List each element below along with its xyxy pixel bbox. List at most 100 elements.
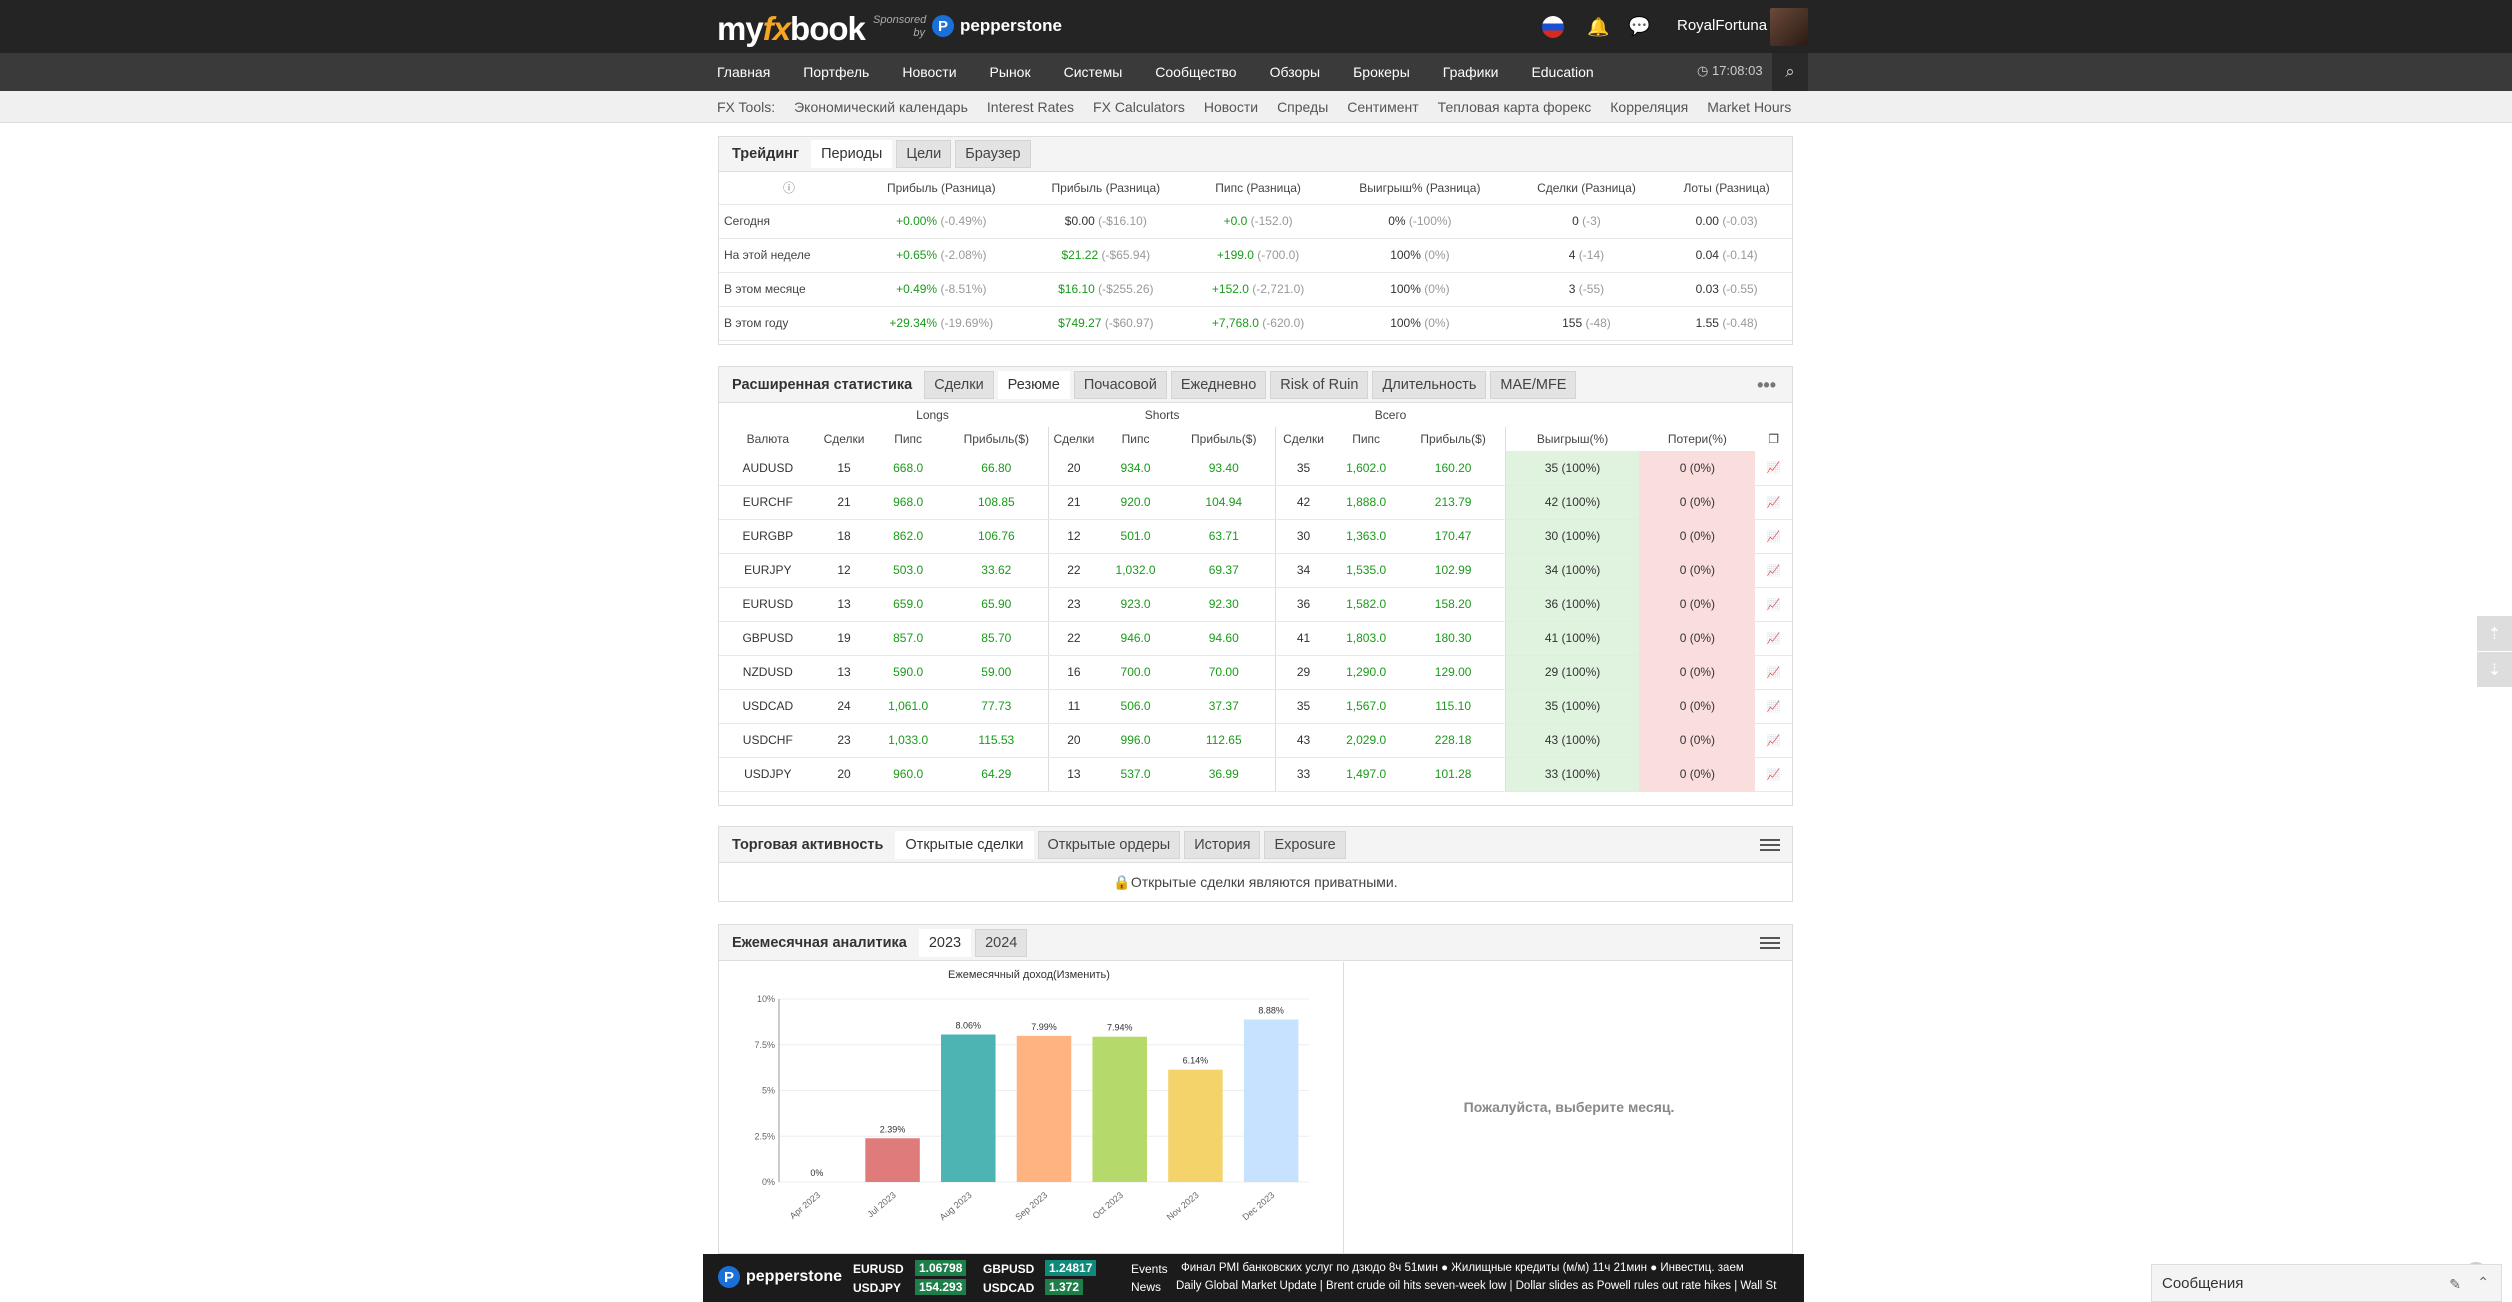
table-cell: 12 (816, 553, 872, 588)
table-cell: 0 (0%) (1639, 519, 1756, 554)
table-cell: 1,033.0 (871, 723, 945, 758)
cell-diff: (-$65.94) (1101, 248, 1151, 262)
tool-link[interactable]: Interest Rates (986, 99, 1075, 115)
main-nav-bar (0, 53, 2512, 91)
nav-item-4[interactable]: Системы (1063, 64, 1123, 80)
tab-year-0[interactable]: 2023 (918, 928, 972, 957)
myfxbook-logo[interactable]: myfxbook (717, 10, 866, 47)
tab-periods[interactable]: Периоды (811, 140, 893, 168)
y-tick-label: 7.5% (754, 1040, 775, 1050)
chart-icon[interactable]: 📈 (1755, 655, 1792, 690)
tab-activity-0[interactable]: Открытые сделки (895, 830, 1034, 859)
table-cell: 503.0 (871, 553, 945, 588)
tool-link[interactable]: Сентимент (1347, 99, 1419, 115)
tool-link[interactable]: Корреляция (1610, 99, 1689, 115)
table-cell: 946.0 (1098, 621, 1173, 656)
tab-ext-5[interactable]: Длительность (1372, 370, 1487, 399)
table-cell: 1,602.0 (1330, 451, 1402, 486)
activity-panel: Торговая активность Открытые сделки Откры… (718, 826, 1793, 902)
tool-link[interactable]: Market Hours (1707, 99, 1792, 115)
tab-year-1[interactable]: 2024 (975, 928, 1028, 957)
username[interactable]: RoyalFortuna (1677, 17, 1768, 34)
tab-ext-1[interactable]: Резюме (997, 370, 1070, 399)
cell-diff: (-14) (1578, 248, 1605, 262)
tab-ext-6[interactable]: MAE/MFE (1490, 370, 1577, 399)
tab-activity-2[interactable]: История (1184, 830, 1261, 859)
chart-icon[interactable]: 📈 (1755, 689, 1792, 724)
table-cell: 0 (0%) (1639, 723, 1756, 758)
copy-icon[interactable]: ❐ (1768, 432, 1780, 446)
tab-activity-3[interactable]: Exposure (1264, 830, 1346, 859)
filter-icon[interactable] (1760, 836, 1780, 854)
table-cell: 659.0 (871, 587, 945, 622)
nav-item-7[interactable]: Брокеры (1353, 64, 1410, 80)
nav-item-8[interactable]: Графики (1442, 64, 1499, 80)
chart-icon[interactable]: 📈 (1755, 587, 1792, 622)
search-icon[interactable]: ⌕ (1772, 53, 1808, 91)
tab-ext-4[interactable]: Risk of Ruin (1270, 370, 1369, 399)
cell-diff: (-$255.26) (1098, 282, 1154, 296)
tab-ext-2[interactable]: Почасовой (1073, 370, 1167, 399)
table-cell: 160.20 (1401, 451, 1506, 486)
nav-item-2[interactable]: Новости (902, 64, 957, 80)
table-row: В этом месяце +0.49% (-8.51%) $16.10 (-$25… (719, 272, 1792, 307)
spacer (1639, 403, 1755, 427)
nav-item-3[interactable]: Рынок (989, 64, 1031, 80)
bar (1243, 1019, 1299, 1182)
nav-item-5[interactable]: Сообщество (1155, 64, 1237, 80)
table-cell: 22 (1047, 553, 1099, 588)
nav-item-6[interactable]: Обзоры (1269, 64, 1321, 80)
ticker-pair[interactable]: EURUSD (853, 1262, 904, 1276)
tab-activity-1[interactable]: Открытые ордеры (1037, 830, 1181, 859)
avatar[interactable] (1770, 8, 1808, 46)
pepperstone-icon: P (718, 1266, 740, 1288)
tab-ext-0[interactable]: Сделки (924, 370, 994, 399)
compose-icon[interactable]: ✎ (2449, 1276, 2461, 1292)
chat-icon[interactable]: 💬 (1628, 16, 1651, 36)
table-cell: 506.0 (1098, 689, 1173, 724)
chart-icon[interactable]: 📈 (1755, 485, 1792, 520)
cell-value: +0.00% (896, 214, 938, 228)
chart-icon[interactable]: 📈 (1755, 621, 1792, 656)
bell-icon[interactable]: 🔔 (1587, 17, 1610, 37)
column-header: Выигрыш(%) (1504, 427, 1640, 451)
tool-link[interactable]: Экономический календарь (794, 99, 968, 115)
nav-item-9[interactable]: Education (1531, 64, 1594, 80)
tool-link[interactable]: Спреды (1277, 99, 1329, 115)
cell-diff: (-700.0) (1257, 248, 1300, 262)
nav-item-1[interactable]: Портфель (803, 64, 870, 80)
column-header: Валюта (746, 432, 790, 446)
filter-icon[interactable] (1760, 934, 1780, 952)
table-cell: 77.73 (944, 689, 1049, 724)
chart-icon[interactable]: 📈 (1755, 723, 1792, 758)
tool-link[interactable]: Тепловая карта форекс (1437, 99, 1592, 115)
scroll-bottom-button[interactable]: ⇣ (2477, 652, 2512, 687)
scroll-top-button[interactable]: ⇡ (2477, 616, 2512, 651)
more-icon[interactable]: ••• (1757, 375, 1776, 395)
ticker-pair[interactable]: USDCAD (983, 1281, 1035, 1295)
news-ticker[interactable]: Daily Global Market Update | Brent crude… (1176, 1280, 1777, 1292)
chevron-up-icon[interactable]: ⌃ (2477, 1274, 2489, 1290)
cell-diff: (-0.49%) (940, 214, 987, 228)
tool-link[interactable]: FX Calculators (1093, 99, 1185, 115)
chart-icon[interactable]: 📈 (1755, 757, 1792, 792)
events-ticker[interactable]: Финал PMI банковских услуг по дзюдо 8ч 5… (1181, 1262, 1744, 1274)
tab-goals[interactable]: Цели (896, 140, 952, 168)
nav-item-0[interactable]: Главная (717, 64, 771, 80)
tool-link[interactable]: Новости (1203, 99, 1259, 115)
ticker-pair[interactable]: USDJPY (853, 1281, 902, 1295)
tab-browser[interactable]: Браузер (955, 140, 1031, 168)
chart-icon[interactable]: 📈 (1755, 519, 1792, 554)
messages-box[interactable]: Сообщения ✎ ⌃ (2151, 1264, 2502, 1302)
chart-icon[interactable]: 📈 (1755, 451, 1792, 486)
tab-ext-3[interactable]: Ежедневно (1170, 370, 1267, 399)
russia-flag-icon[interactable] (1542, 16, 1564, 38)
ticker-pair[interactable]: GBPUSD (983, 1262, 1035, 1276)
table-cell: 35 (1275, 689, 1331, 724)
column-header: Пипс (Разница) (1188, 172, 1329, 205)
cell-value: +0.65% (896, 248, 938, 262)
table-cell: 20 (1047, 723, 1099, 758)
chart-icon[interactable]: 📈 (1755, 553, 1792, 588)
